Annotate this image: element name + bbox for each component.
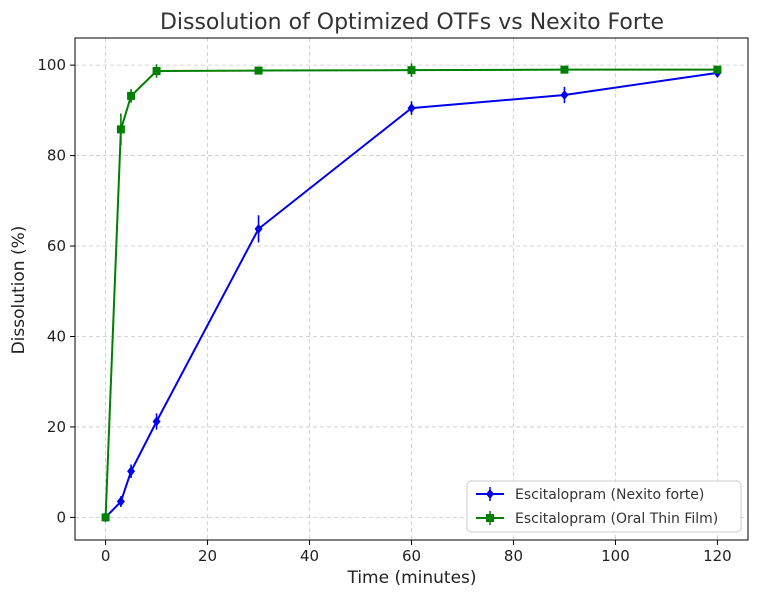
x-tick-label: 40 [300, 547, 319, 565]
x-tick-label: 60 [402, 547, 421, 565]
data-point [127, 91, 136, 100]
x-tick-label: 0 [101, 547, 111, 565]
data-point [713, 65, 722, 74]
x-tick-label: 20 [198, 547, 217, 565]
y-axis-label: Dissolution (%) [9, 226, 29, 355]
legend-box [466, 480, 742, 533]
legend-label-nexito: Escitalopram (Nexito forte) [515, 487, 704, 503]
y-tick-label: 80 [47, 147, 66, 165]
data-point [254, 223, 263, 234]
y-tick-label: 40 [47, 327, 66, 345]
y-tick-label: 100 [37, 56, 66, 74]
series-1 [101, 63, 722, 522]
data-point [101, 513, 110, 522]
series-line [104, 68, 718, 518]
y-tick-label: 60 [47, 237, 66, 255]
data-point [127, 466, 136, 477]
data-point [152, 67, 161, 76]
x-tick-label: 120 [703, 547, 732, 565]
series-line [104, 71, 718, 519]
data-point [116, 496, 125, 507]
y-tick-label: 0 [56, 508, 66, 526]
data-point [116, 125, 125, 134]
data-point [560, 89, 569, 100]
data-point [560, 65, 569, 74]
x-axis-label: Time (minutes) [346, 568, 476, 588]
y-tick-label: 20 [47, 418, 66, 436]
x-tick-label: 80 [504, 547, 523, 565]
data-point [407, 103, 416, 114]
axis-ticks: 0 20 40 60 80 100 120 0 20 40 60 80 100 [37, 56, 731, 565]
chart-title: Dissolution of Optimized OTFs vs Nexito … [160, 10, 664, 35]
data-point [152, 416, 161, 427]
data-point [254, 66, 263, 75]
x-tick-label: 100 [601, 547, 630, 565]
legend: Escitalopram (Nexito forte) Escitalopram… [466, 480, 742, 533]
legend-label-otf: Escitalopram (Oral Thin Film) [515, 511, 718, 527]
series-layer [101, 63, 722, 523]
data-point [407, 66, 416, 75]
